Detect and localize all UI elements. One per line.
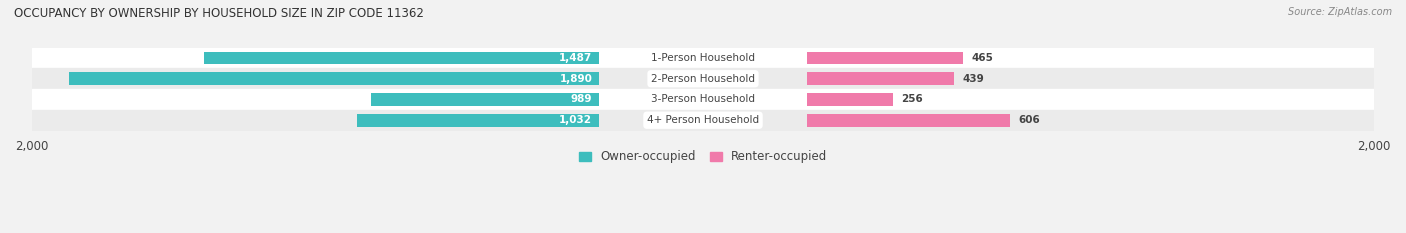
Text: 1,487: 1,487 <box>560 53 592 63</box>
Bar <box>807 93 893 106</box>
Legend: Owner-occupied, Renter-occupied: Owner-occupied, Renter-occupied <box>574 145 832 168</box>
Text: Source: ZipAtlas.com: Source: ZipAtlas.com <box>1288 7 1392 17</box>
Bar <box>807 114 1011 127</box>
Bar <box>204 51 599 65</box>
Bar <box>807 51 963 65</box>
Text: 1,890: 1,890 <box>560 74 592 84</box>
Bar <box>357 114 599 127</box>
Bar <box>32 89 1374 110</box>
Text: 1-Person Household: 1-Person Household <box>651 53 755 63</box>
Text: 465: 465 <box>972 53 994 63</box>
Text: 3-Person Household: 3-Person Household <box>651 95 755 104</box>
Text: 1,032: 1,032 <box>560 115 592 125</box>
Text: 439: 439 <box>963 74 984 84</box>
Text: 4+ Person Household: 4+ Person Household <box>647 115 759 125</box>
Bar <box>371 93 599 106</box>
Text: 256: 256 <box>901 95 924 104</box>
Text: 989: 989 <box>571 95 592 104</box>
Text: 2-Person Household: 2-Person Household <box>651 74 755 84</box>
Bar <box>32 68 1374 89</box>
Text: OCCUPANCY BY OWNERSHIP BY HOUSEHOLD SIZE IN ZIP CODE 11362: OCCUPANCY BY OWNERSHIP BY HOUSEHOLD SIZE… <box>14 7 425 20</box>
Text: 606: 606 <box>1019 115 1040 125</box>
Bar <box>32 48 1374 68</box>
Bar <box>807 72 955 85</box>
Bar <box>69 72 599 85</box>
Bar <box>32 110 1374 131</box>
